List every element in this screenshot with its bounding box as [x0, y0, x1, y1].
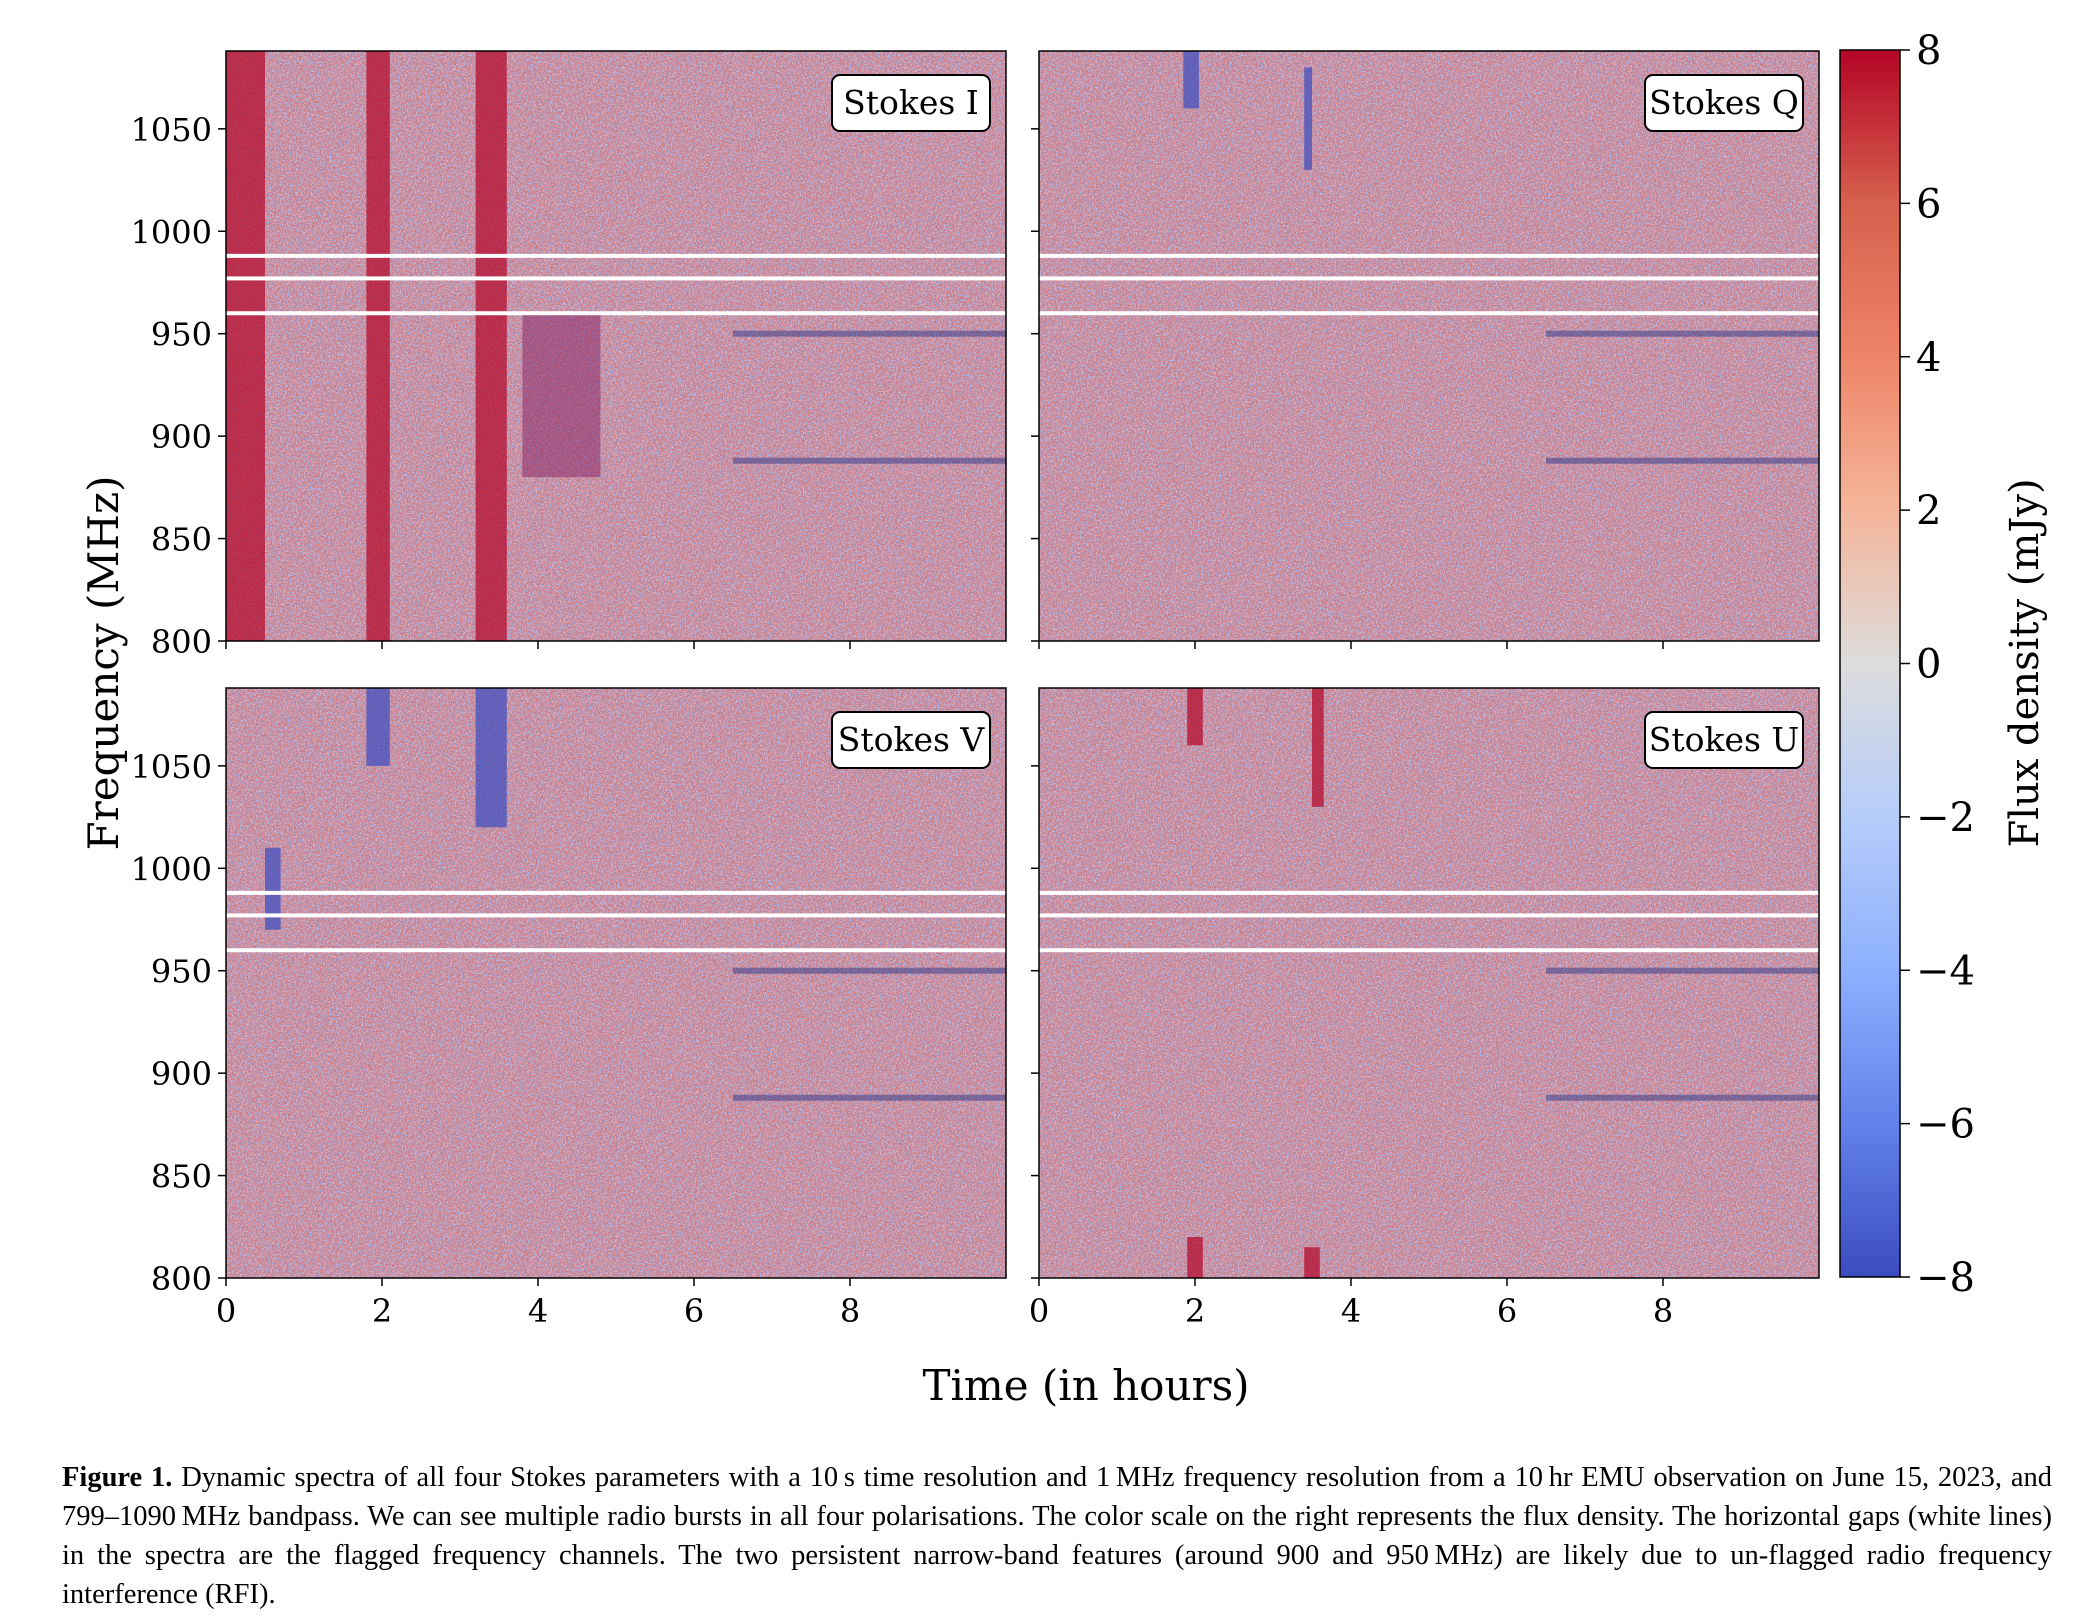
- burst: [226, 51, 265, 641]
- flagged-channel-line: [226, 276, 1006, 281]
- colorbar-tick-label: 0: [1916, 642, 1941, 688]
- colorbar: 8 6 4 2 0 −2 −4 −6 −8 Flux density (mJy): [1839, 28, 2048, 1301]
- burst: [1183, 51, 1199, 109]
- panel-label-box: [1644, 711, 1804, 769]
- x-tick-label: 4: [1341, 1292, 1361, 1330]
- flagged-channel-line: [1039, 253, 1819, 258]
- y-tick-label: 850: [151, 1158, 212, 1196]
- burst: [1304, 67, 1312, 170]
- y-axis-label: Frequency (MHz): [79, 475, 128, 850]
- x-tick-label: 6: [684, 1292, 704, 1330]
- rfi-band: [733, 330, 1006, 337]
- caption-text: Dynamic spectra of all four Stokes param…: [62, 1462, 2053, 1610]
- panel-frame: [1038, 687, 1820, 1279]
- colorbar-tick-label: −4: [1916, 948, 1975, 994]
- flagged-channel-line: [1039, 311, 1819, 316]
- y-tick-label: 1000: [131, 213, 212, 251]
- y-tick-label: 900: [151, 418, 212, 456]
- y-tick-label: 800: [151, 623, 212, 661]
- colorbar-tick-label: −2: [1916, 795, 1975, 841]
- panel-label: Stokes I: [843, 83, 979, 122]
- x-tick-label: 8: [840, 1292, 860, 1330]
- colorbar-tick-label: −8: [1916, 1255, 1975, 1301]
- panel-frame: [225, 50, 1007, 642]
- panel-stokes-v: 800 850 900 950 1000 1050 0 2 4 6 8 Stokes V: [131, 687, 1007, 1330]
- colorbar-gradient: [1839, 49, 1901, 1278]
- flagged-channel-line: [1039, 948, 1819, 953]
- flagged-channel-line: [1039, 890, 1819, 895]
- x-tick-label: 6: [1497, 1292, 1517, 1330]
- rfi-band: [1546, 967, 1819, 974]
- caption-label: Figure 1.: [62, 1462, 173, 1493]
- flagged-channel-line: [226, 311, 1006, 316]
- y-tick-label: 1050: [131, 111, 212, 149]
- panel-frame: [225, 687, 1007, 1279]
- x-tick-label: 0: [216, 1292, 236, 1330]
- burst: [366, 51, 390, 641]
- panel-label-box: [1644, 74, 1804, 132]
- rfi-band: [733, 1094, 1006, 1101]
- burst: [1312, 688, 1324, 807]
- flagged-channel-line: [226, 890, 1006, 895]
- panel-stokes-q: Stokes Q: [1031, 50, 1820, 649]
- x-tick-label: 2: [1185, 1292, 1205, 1330]
- spectrum-noise-light: [1039, 51, 1819, 641]
- flagged-channel-line: [226, 948, 1006, 953]
- rfi-band: [733, 457, 1006, 464]
- panel-label-box: [831, 711, 991, 769]
- panel-stokes-i: 800 850 900 950 1000 1050 Stokes I: [131, 50, 1007, 661]
- burst: [265, 847, 281, 930]
- colorbar-tick-label: 2: [1916, 488, 1941, 534]
- colorbar-tick-label: 4: [1916, 335, 1941, 381]
- x-axis-label: Time (in hours): [922, 1361, 1249, 1410]
- colorbar-label: Flux density (mJy): [2002, 478, 2048, 847]
- x-tick-label: 4: [528, 1292, 548, 1330]
- y-tick-label: 950: [151, 316, 212, 354]
- flagged-channel-line: [226, 913, 1006, 918]
- rfi-band: [1546, 1094, 1819, 1101]
- flagged-channel-line: [226, 253, 1006, 258]
- y-tick-label: 800: [151, 1260, 212, 1298]
- x-tick-label: 8: [1653, 1292, 1673, 1330]
- flagged-channel-line: [1039, 913, 1819, 918]
- rfi-band: [1546, 457, 1819, 464]
- x-tick-label: 2: [372, 1292, 392, 1330]
- burst: [1187, 688, 1203, 746]
- rfi-band: [733, 967, 1006, 974]
- burst: [366, 688, 390, 766]
- panel-label: Stokes Q: [1649, 83, 1799, 122]
- colorbar-tick-label: 6: [1916, 181, 1941, 227]
- y-tick-label: 1050: [131, 748, 212, 786]
- burst: [1304, 1247, 1320, 1278]
- colorbar-tick-label: −6: [1916, 1102, 1975, 1148]
- spectrum-noise-light: [1039, 688, 1819, 1278]
- burst: [475, 688, 507, 828]
- y-tick-label: 900: [151, 1055, 212, 1093]
- x-tick-label: 0: [1029, 1292, 1049, 1330]
- panel-label: Stokes U: [1649, 720, 1800, 759]
- flagged-channel-line: [1039, 276, 1819, 281]
- colorbar-ticks: 8 6 4 2 0 −2 −4 −6 −8: [1900, 28, 1975, 1301]
- spectrum-noise-light: [226, 688, 1006, 1278]
- rfi-band: [1546, 330, 1819, 337]
- figure-caption: Figure 1. Dynamic spectra of all four St…: [62, 1458, 2052, 1614]
- panel-label: Stokes V: [838, 720, 986, 759]
- y-tick-label: 1000: [131, 850, 212, 888]
- y-tick-label: 950: [151, 953, 212, 991]
- burst: [522, 313, 601, 478]
- panel-label-box: [831, 74, 991, 132]
- panel-stokes-u: 0 2 4 6 8 Stokes U: [1029, 687, 1820, 1330]
- panel-frame: [1038, 50, 1820, 642]
- spectrum-noise-light: [226, 51, 1006, 641]
- colorbar-tick-label: 8: [1916, 28, 1941, 74]
- burst: [1187, 1237, 1203, 1278]
- burst: [475, 51, 507, 641]
- y-tick-label: 850: [151, 521, 212, 559]
